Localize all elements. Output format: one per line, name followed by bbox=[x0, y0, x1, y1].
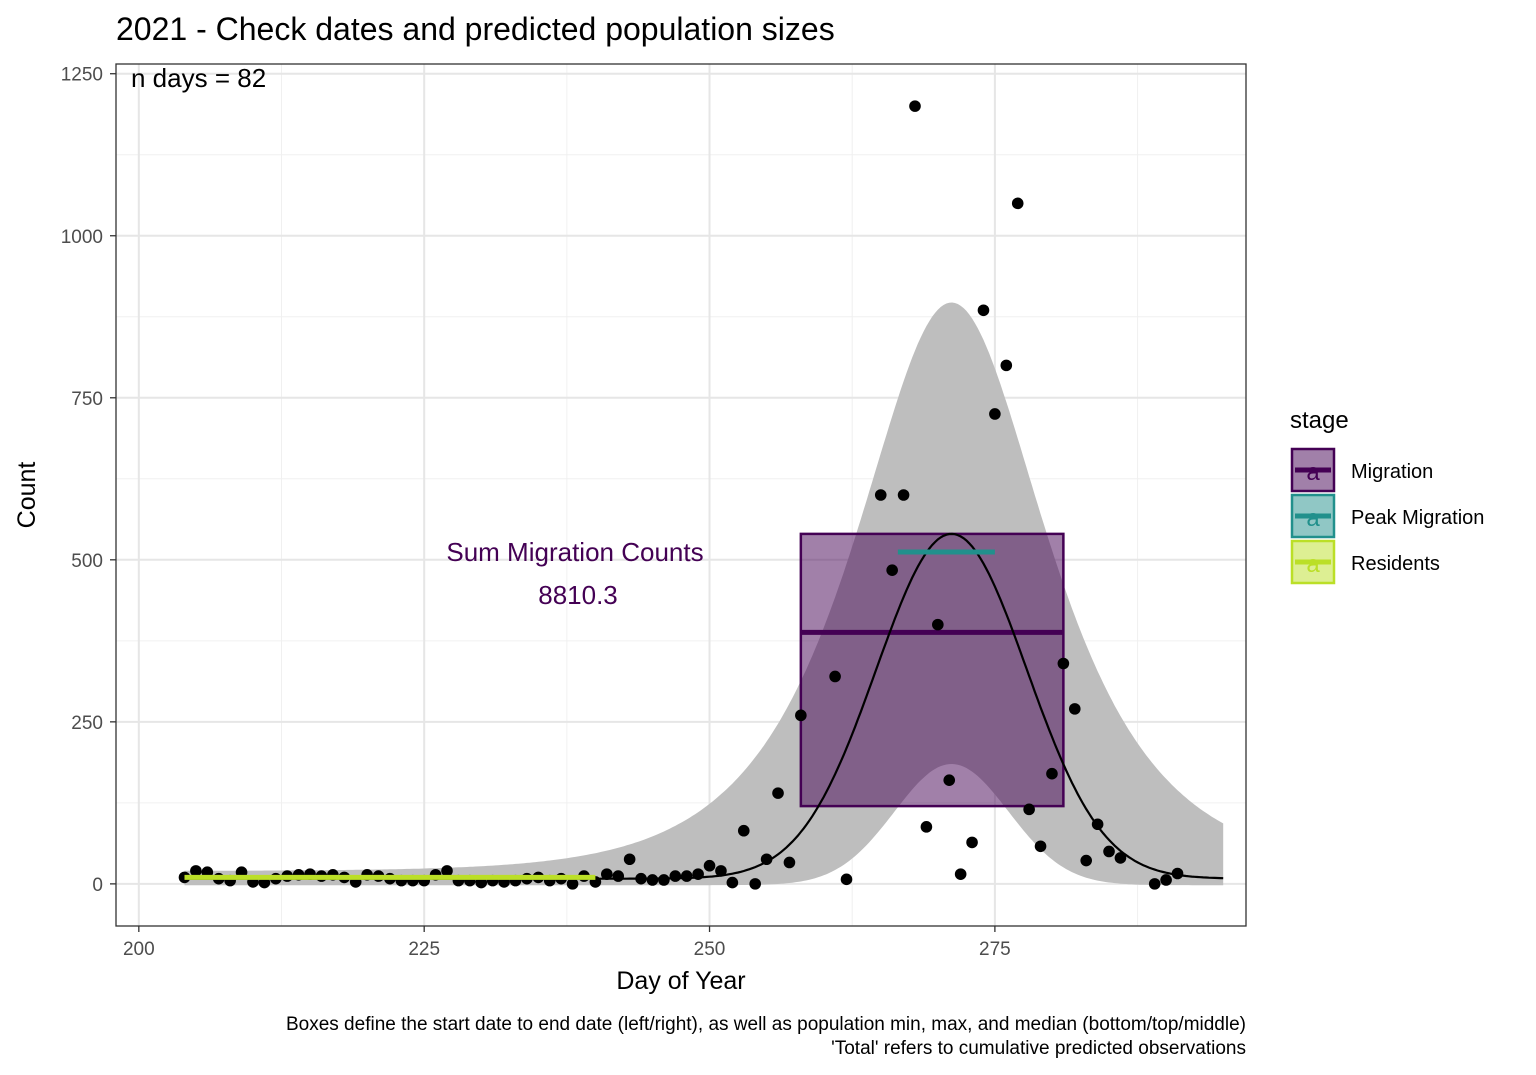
data-point bbox=[772, 787, 784, 799]
data-point bbox=[989, 408, 1001, 420]
data-point bbox=[932, 618, 944, 631]
data-point bbox=[1171, 867, 1184, 880]
data-point bbox=[795, 709, 807, 722]
sum-migration-value: 8810.3 bbox=[538, 580, 618, 610]
data-point bbox=[897, 489, 910, 501]
legend-label-migration: Migration bbox=[1351, 461, 1433, 483]
y-axis-title: Count bbox=[13, 462, 41, 529]
data-point bbox=[874, 489, 887, 501]
data-point bbox=[966, 836, 978, 849]
stage-segments-layer bbox=[184, 549, 995, 880]
y-tick-label: 1250 bbox=[61, 65, 103, 86]
migration-box bbox=[799, 532, 1065, 808]
legend-key-peak-migration: a bbox=[1290, 493, 1336, 539]
data-point bbox=[1080, 854, 1093, 867]
data-point bbox=[783, 856, 796, 869]
data-point bbox=[635, 872, 647, 885]
data-point bbox=[920, 821, 933, 833]
data-point bbox=[612, 870, 625, 882]
chart-title: 2021 - Check dates and predicted populat… bbox=[116, 11, 835, 47]
stage-boxes-layer bbox=[799, 532, 1065, 808]
y-tick-label: 750 bbox=[71, 389, 103, 410]
data-point bbox=[737, 824, 750, 837]
data-point bbox=[954, 868, 967, 880]
data-point bbox=[1046, 767, 1058, 780]
data-point bbox=[886, 564, 898, 576]
legend-label-peak-migration: Peak Migration bbox=[1351, 507, 1484, 529]
legend-glyph: a bbox=[1306, 459, 1320, 486]
caption-line-2: 'Total' refers to cumulative predicted o… bbox=[831, 1038, 1246, 1059]
legend-label-residents: Residents bbox=[1351, 553, 1440, 575]
data-point bbox=[1148, 878, 1161, 890]
data-point bbox=[749, 878, 761, 890]
data-point bbox=[1011, 197, 1024, 210]
data-point bbox=[760, 853, 773, 866]
y-tick-label: 1000 bbox=[61, 227, 103, 248]
y-tick-label: 0 bbox=[92, 875, 103, 896]
legend: a Migration a Peak Migration a Residents bbox=[1290, 447, 1484, 585]
data-point bbox=[441, 865, 453, 877]
data-point bbox=[680, 870, 693, 882]
x-axis-title: Day of Year bbox=[616, 967, 745, 995]
data-point bbox=[943, 774, 956, 786]
data-point bbox=[909, 100, 921, 112]
legend-glyph: a bbox=[1306, 505, 1320, 532]
data-point bbox=[1114, 852, 1127, 864]
data-point bbox=[566, 878, 579, 890]
data-point bbox=[1103, 845, 1115, 858]
n-days-annotation: n days = 82 bbox=[131, 63, 266, 93]
y-tick-label: 500 bbox=[71, 551, 103, 572]
data-point bbox=[715, 865, 727, 877]
x-tick-label: 200 bbox=[123, 939, 155, 960]
data-point bbox=[623, 853, 636, 866]
legend-key-residents: a bbox=[1290, 539, 1336, 585]
data-point bbox=[1023, 803, 1035, 816]
data-point bbox=[1057, 657, 1070, 670]
data-point bbox=[190, 865, 202, 877]
y-axis: 0 250 500 750 1000 1250 bbox=[61, 65, 116, 896]
data-point bbox=[1000, 359, 1013, 372]
x-tick-label: 250 bbox=[694, 939, 726, 960]
legend-title: stage bbox=[1290, 407, 1349, 434]
data-point bbox=[726, 876, 739, 889]
y-tick-label: 250 bbox=[71, 713, 103, 734]
data-point bbox=[840, 873, 853, 886]
data-point bbox=[703, 859, 716, 872]
x-axis: 200 225 250 275 bbox=[123, 926, 1011, 960]
data-point bbox=[646, 874, 659, 886]
plot-border bbox=[115, 63, 1247, 927]
data-point bbox=[1091, 818, 1104, 831]
legend-key-migration: a bbox=[1290, 447, 1336, 493]
data-point bbox=[1068, 703, 1081, 715]
data-point bbox=[669, 870, 682, 882]
legend-glyph: a bbox=[1306, 551, 1320, 578]
caption-line-1: Boxes define the start date to end date … bbox=[286, 1014, 1246, 1035]
data-point bbox=[692, 868, 704, 880]
x-tick-label: 225 bbox=[408, 939, 440, 960]
sum-migration-label: Sum Migration Counts bbox=[446, 537, 703, 567]
data-point bbox=[977, 304, 990, 317]
x-tick-label: 275 bbox=[979, 939, 1011, 960]
data-point bbox=[1034, 840, 1047, 853]
data-point bbox=[1160, 874, 1172, 886]
data-point bbox=[658, 874, 670, 886]
data-point bbox=[829, 670, 841, 683]
data-point bbox=[601, 868, 613, 880]
